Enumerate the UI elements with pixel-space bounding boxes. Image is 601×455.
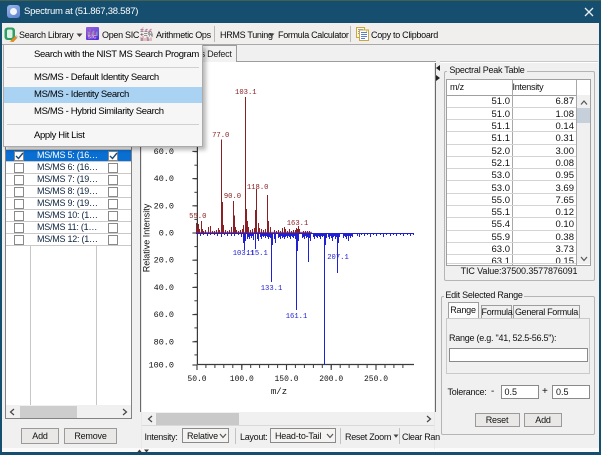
svg-text:60.0: 60.0 [154, 147, 174, 157]
svg-text:150.0: 150.0 [274, 375, 298, 384]
svg-text:250.0: 250.0 [364, 375, 388, 384]
svg-text:55.0: 55.0 [189, 213, 206, 221]
svg-text:133.1: 133.1 [261, 285, 283, 293]
svg-text:90.0: 90.0 [224, 193, 241, 201]
svg-text:163.1: 163.1 [287, 220, 309, 228]
svg-text:Relative Intensity: Relative Intensity [142, 203, 152, 272]
svg-text:207.1: 207.1 [327, 254, 349, 262]
svg-text:115.1: 115.1 [246, 250, 268, 258]
svg-text:161.1: 161.1 [286, 313, 308, 321]
svg-text:40.0: 40.0 [154, 283, 174, 293]
svg-text:20.0: 20.0 [154, 201, 174, 211]
svg-text:103.1: 103.1 [233, 250, 255, 258]
svg-text:200.0: 200.0 [319, 375, 343, 384]
svg-text:80.0: 80.0 [154, 337, 174, 347]
svg-text:40.0: 40.0 [154, 174, 174, 184]
svg-text:sic: sic [88, 34, 97, 41]
svg-text:+=%: +=% [140, 32, 153, 39]
svg-text:m/z: m/z [271, 387, 287, 397]
svg-text:50.0: 50.0 [187, 375, 206, 384]
svg-text:100.0: 100.0 [230, 375, 254, 384]
svg-text:118.0: 118.0 [247, 184, 269, 192]
svg-text:20.0: 20.0 [154, 256, 174, 266]
svg-text:0.0: 0.0 [159, 229, 174, 239]
svg-text:77.0: 77.0 [212, 132, 229, 140]
svg-text:100.0: 100.0 [148, 361, 174, 371]
svg-text:60.0: 60.0 [154, 310, 174, 320]
svg-text:103.1: 103.1 [235, 89, 257, 97]
